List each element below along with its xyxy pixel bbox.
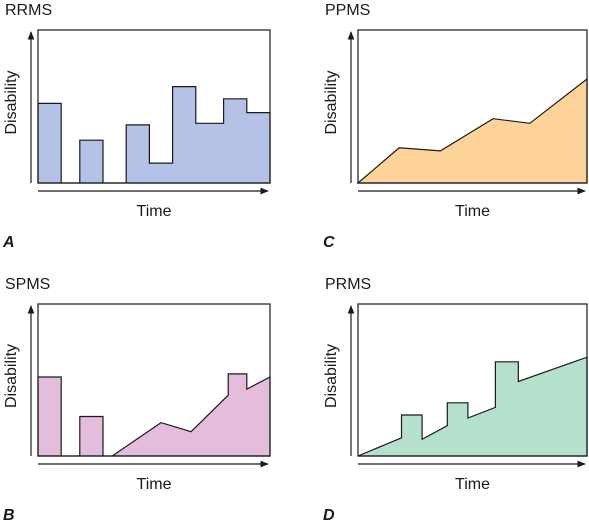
panel-letter: D [323, 507, 335, 520]
y-axis-label: Disability [323, 70, 340, 134]
panel-title: PPMS [325, 2, 370, 19]
x-axis-label: Time [137, 203, 172, 220]
disability-area [357, 356, 588, 457]
panel-b: SPMS Disability Time B [3, 276, 271, 520]
panel-letter: B [3, 507, 15, 520]
y-axis-label: Disability [3, 344, 20, 408]
panel-a: RRMS Disability Time A [2, 2, 271, 251]
plot-frame [37, 29, 271, 184]
plot-frame [357, 303, 588, 457]
panel-title: PRMS [325, 276, 371, 293]
x-axis-label: Time [137, 476, 172, 493]
panel-letter: C [323, 234, 335, 251]
disability-area [356, 77, 588, 184]
y-axis-label: Disability [3, 70, 20, 134]
disability-area [37, 85, 271, 184]
x-axis-label: Time [455, 476, 490, 493]
y-axis-label: Disability [323, 344, 340, 408]
panel-c: PPMS Disability Time C [323, 2, 588, 251]
panel-title: SPMS [5, 276, 50, 293]
disability-area [37, 373, 271, 457]
plot-frame [357, 29, 588, 184]
panel-d: PRMS Disability Time D [323, 276, 588, 520]
panel-letter: A [2, 234, 15, 251]
x-axis-label: Time [455, 203, 490, 220]
plot-frame [37, 303, 271, 457]
panel-title: RRMS [5, 2, 52, 19]
